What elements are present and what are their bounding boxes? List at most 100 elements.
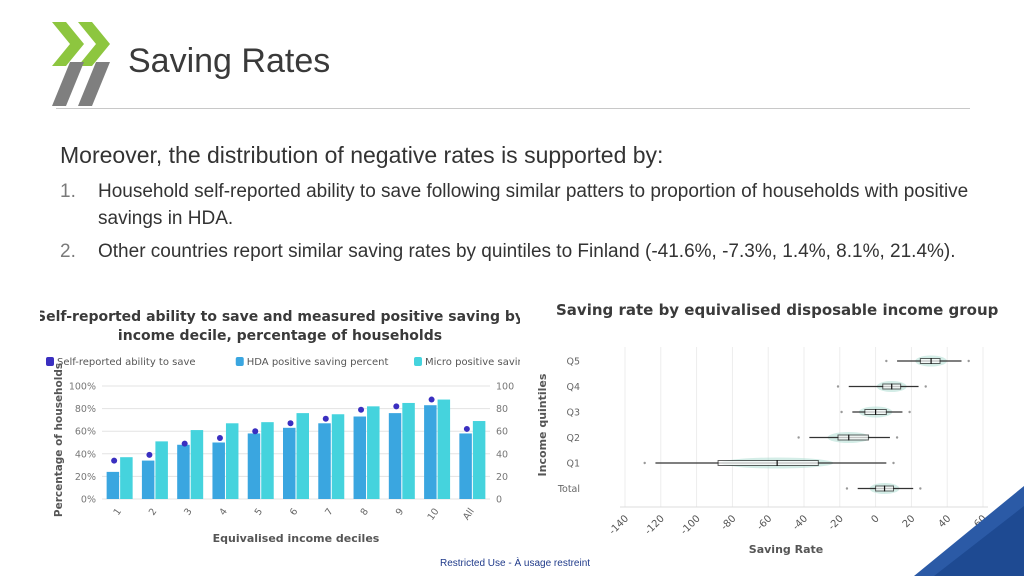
x-tick-label: 0 [869,513,881,525]
box [837,434,869,441]
micro-bar [367,406,380,499]
x-tick-label: 10 [426,506,442,522]
legend-label: Micro positive saving percent [425,357,520,368]
y-tick-right: 60 [496,427,508,438]
intro-text: Moreover, the distribution of negative r… [60,142,664,168]
hda-bar [106,471,120,499]
micro-bar [472,421,486,499]
micro-bar [120,457,133,499]
legend-swatch [235,357,244,366]
chart-title: Saving rate by equivalised disposable in… [556,301,999,319]
points-list: 1. Household self-reported ability to sa… [60,178,980,271]
x-tick-label: -60 [755,513,774,532]
self-reported-dot [252,428,259,435]
y-tick-label: Q4 [566,382,580,393]
x-tick-label: 6 [288,506,300,517]
y-tick-left: 60% [75,427,96,438]
page-title: Saving Rates [128,42,331,80]
hda-bar [141,460,155,499]
chart-xlabel: Saving Rate [749,543,823,556]
y-tick-right: 40 [496,449,508,460]
hda-bar [388,413,402,499]
chart-ylabel: Income quintiles [536,373,549,476]
list-text: Household self-reported ability to save … [98,181,969,229]
list-item: 1. Household self-reported ability to sa… [60,178,980,232]
outlier-point [924,385,927,388]
hda-bar [212,442,225,499]
chart-axes: 0% 0 20% 20 40% 40 60% 60 80% 80 100% 100 1 2 3 4 5 6 7 8 9 1… [69,382,514,523]
self-reported-dot [111,457,118,464]
hda-bar [247,433,261,499]
box [717,460,819,466]
self-reported-dot [216,434,223,441]
y-tick-left: 0% [81,495,96,506]
hda-bar [318,423,331,499]
self-reported-dot [181,440,188,447]
outlier-point [967,359,970,363]
x-tick-label: 8 [359,506,371,517]
legend-label: Self-reported ability to save [57,357,196,368]
self-reported-dot [287,420,294,427]
outlier-point [836,385,840,388]
list-item: 2. Other countries report similar saving… [60,238,980,265]
x-tick-label: 9 [394,506,406,517]
micro-bar [225,423,239,499]
chart-grid [624,347,984,507]
micro-bar [261,422,274,499]
title-divider [56,108,970,109]
micro-bar [296,413,309,499]
legend-label: HDA positive saving percent [247,357,389,368]
y-tick-left: 20% [75,472,96,483]
micro-bar [155,441,168,499]
micro-bar [437,399,451,499]
outlier-point [908,410,911,414]
self-reported-dot [322,415,329,422]
list-text: Other countries report similar saving ra… [98,241,956,262]
y-tick-label: Total [557,484,580,495]
x-tick-label: -40 [791,513,810,532]
hda-bar [459,433,472,499]
y-tick-left: 80% [75,404,96,415]
micro-bar [402,402,415,499]
self-reported-dot [428,396,435,403]
outlier-point [845,487,849,490]
y-tick-left: 40% [75,449,96,460]
micro-bar [190,430,204,499]
x-tick-label: 3 [182,506,194,517]
box [919,358,941,364]
y-tick-label: Q2 [566,433,580,444]
outlier-point [919,487,922,490]
outlier-point [885,359,888,363]
y-tick-label: Q3 [566,408,580,419]
oecd-logo [52,22,110,106]
list-number: 1. [60,181,76,202]
y-tick-right: 20 [496,472,508,483]
x-tick-label: -80 [719,513,738,532]
y-tick-right: 0 [496,495,502,506]
x-tick-label: 4 [217,506,229,517]
chart-legend: Self-reported ability to save HDA positiv… [46,357,520,368]
self-reported-dot [146,451,153,458]
self-reported-dot [393,403,400,410]
y-tick-right: 80 [496,404,508,415]
outlier-point [797,436,800,439]
list-number: 2. [60,241,76,262]
x-tick-label: 1 [112,506,124,517]
hda-bar [424,405,437,499]
legend-swatch [414,357,422,366]
hda-bar [283,427,296,499]
x-tick-label: -140 [607,513,631,537]
self-reported-dot [358,406,365,413]
chart-boxes [643,355,970,494]
chart-xlabel: Equivalised income deciles [213,532,380,545]
outlier-point [895,436,899,439]
y-tick-label: Q1 [566,459,580,470]
y-tick-label: Q5 [566,357,580,368]
chart-title-line1: Self-reported ability to save and measur… [40,309,520,325]
x-tick-label: -120 [643,513,667,537]
x-tick-label: -20 [827,513,846,532]
outlier-point [840,410,843,414]
micro-bar [331,414,345,499]
outlier-point [892,461,895,465]
x-tick-label: All [461,506,477,522]
